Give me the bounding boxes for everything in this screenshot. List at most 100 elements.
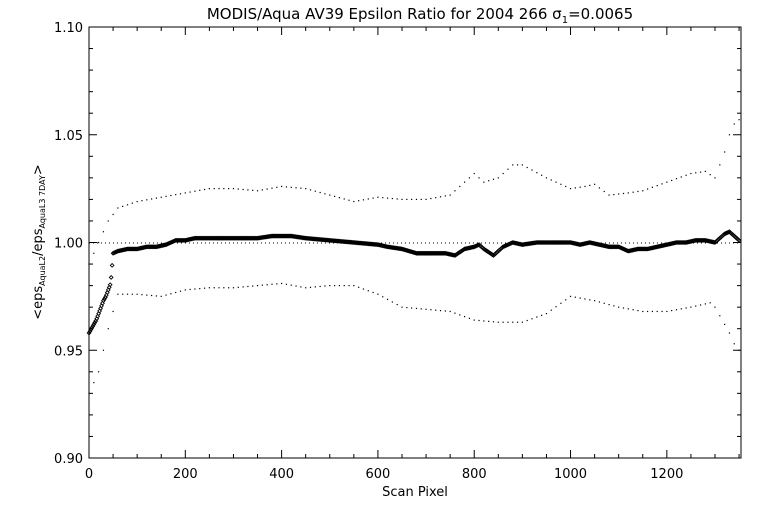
lower-sigma-point [194,288,196,290]
lower-sigma-point [338,285,340,287]
lower-sigma-point [459,314,461,316]
upper-sigma-point [555,181,557,183]
upper-sigma-point [295,187,297,189]
lower-sigma-point [353,285,355,287]
lower-sigma-point [454,312,456,314]
upper-sigma-point [223,188,225,190]
upper-sigma-series [88,119,740,265]
upper-sigma-point [309,189,312,191]
upper-sigma-point [695,172,697,174]
lower-sigma-point [637,309,639,312]
lower-sigma-point [382,296,384,298]
upper-sigma-point [112,213,114,216]
upper-sigma-point [541,174,543,176]
lower-sigma-point [396,303,398,306]
axis-ticks [88,26,741,459]
lower-sigma-point [435,309,437,311]
lower-sigma-point [704,303,706,305]
upper-sigma-point [646,188,649,190]
upper-sigma-point [93,252,95,254]
upper-sigma-point [637,190,639,193]
upper-sigma-point [415,198,418,200]
upper-sigma-point [367,198,369,200]
lower-sigma-point [189,288,191,291]
y-tick-label: 1.05 [54,129,83,144]
lower-sigma-point [93,381,95,384]
lower-sigma-point [574,296,576,298]
upper-sigma-point [343,198,345,200]
lower-sigma-point [146,294,148,296]
lower-sigma-point [699,304,702,306]
upper-sigma-point [218,188,220,190]
upper-sigma-point [232,188,235,190]
lower-sigma-point [483,320,485,322]
upper-sigma-point [642,190,644,192]
upper-sigma-point [675,178,678,180]
lower-sigma-point [329,285,331,287]
lower-sigma-point [247,285,249,288]
plot-frame [88,26,742,459]
upper-sigma-point [290,186,292,188]
lower-sigma-point [569,295,572,297]
lower-sigma-point [237,286,239,288]
upper-sigma-point [468,177,471,179]
upper-sigma-point [266,188,268,190]
x-tick-label: 1000 [554,467,587,482]
y-tick-label: 1.10 [54,21,83,36]
lower-sigma-point [608,303,610,306]
lower-sigma-point [242,286,244,288]
lower-sigma-point [536,316,538,318]
upper-sigma-point [425,198,427,200]
lower-sigma-point [565,299,567,301]
lower-sigma-point [319,285,321,288]
upper-sigma-point [550,179,552,181]
upper-sigma-point [338,197,340,199]
upper-sigma-point [666,181,668,183]
lower-sigma-point [300,286,302,288]
upper-sigma-point [439,196,442,198]
y-tick-label: 0.90 [54,452,83,467]
lower-sigma-point [666,310,668,313]
lower-sigma-point [622,307,625,309]
upper-sigma-point [285,186,288,188]
upper-sigma-point [521,164,523,166]
lower-sigma-point [228,287,230,289]
lower-sigma-point [276,283,278,285]
lower-sigma-point [488,320,490,322]
upper-sigma-point [141,200,143,202]
chart-title: MODIS/Aqua AV39 Epsilon Ratio for 2004 2… [207,5,633,26]
upper-sigma-point [117,207,119,209]
x-tick-label: 1200 [650,467,683,482]
lower-sigma-point [285,283,288,285]
x-axis-label: Scan Pixel [382,485,448,500]
upper-sigma-point [632,191,634,193]
lower-sigma-point [449,310,451,313]
lower-sigma-point [309,286,312,288]
upper-sigma-point [459,185,461,188]
upper-sigma-point [680,176,682,178]
upper-sigma-point [690,172,692,175]
upper-sigma-point [382,197,384,199]
lower-sigma-point [271,283,273,285]
lower-sigma-point [213,287,215,289]
lower-sigma-point [406,306,408,309]
lower-sigma-point [492,321,495,323]
upper-sigma-point [146,199,148,201]
upper-sigma-point [574,187,576,189]
upper-sigma-point [449,194,451,196]
lower-sigma-point [126,293,129,295]
upper-sigma-point [704,170,706,172]
lower-sigma-point [386,298,389,300]
lower-sigma-point [531,318,533,320]
lower-sigma-point [642,310,644,313]
lower-sigma-point [372,291,374,294]
lower-sigma-point [589,299,591,301]
lower-sigma-point [102,349,105,351]
lower-sigma-point [724,323,726,325]
lower-sigma-point [651,310,653,313]
upper-sigma-point [305,188,307,190]
lower-sigma-point [155,295,158,297]
upper-sigma-point [199,189,201,191]
upper-sigma-point [391,197,393,200]
